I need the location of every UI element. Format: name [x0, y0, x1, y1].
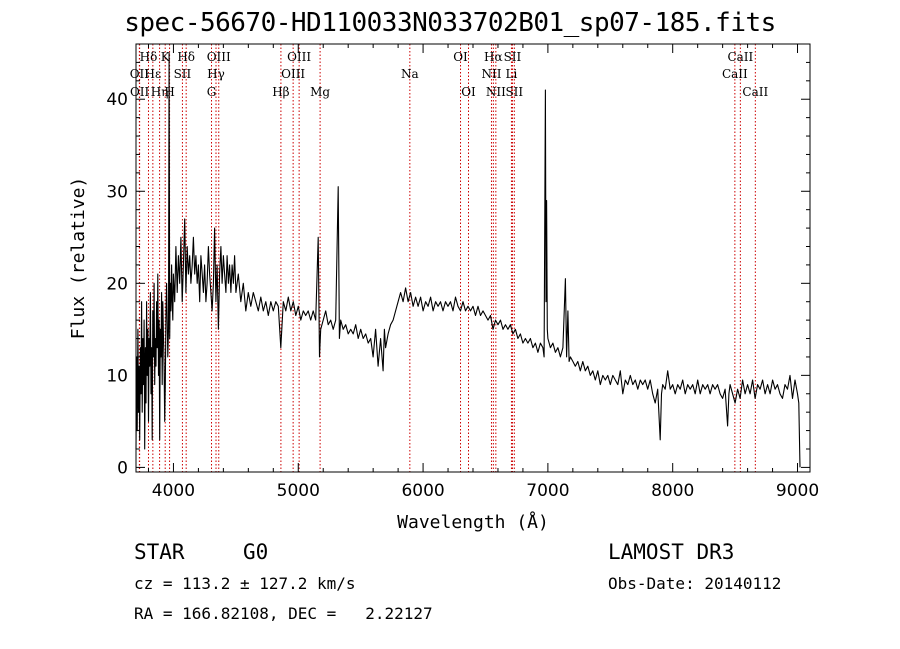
y-tick-label: 0	[117, 458, 128, 478]
x-tick-label: 4000	[152, 481, 195, 501]
line-label: NII	[481, 67, 501, 81]
emission-line-labels: HδOIIOIIHεHηKHSIIHδGHγOIIIHβOIIIOIIIMgNa…	[130, 50, 769, 99]
y-tick-label: 20	[106, 274, 128, 294]
line-label: SII	[505, 85, 523, 99]
line-label: K	[161, 50, 171, 64]
line-label: Hε	[145, 67, 162, 81]
x-tick-label: 5000	[277, 481, 320, 501]
x-tick-label: 9000	[776, 481, 819, 501]
x-tick-label: 6000	[401, 481, 444, 501]
survey-name: LAMOST DR3	[608, 540, 735, 564]
line-label: Na	[401, 67, 419, 81]
x-tick-label: 7000	[526, 481, 569, 501]
line-label: Hγ	[207, 67, 225, 81]
axes: 4000 5000 6000 7000 8000 9000 0 10 20 30 40	[106, 44, 819, 501]
line-label: OIII	[287, 50, 311, 64]
line-label: SII	[174, 67, 192, 81]
plot-frame	[135, 43, 811, 473]
object-subclass: G0	[243, 540, 269, 564]
line-label: Li	[506, 67, 518, 81]
line-label: NII	[486, 85, 506, 99]
x-tick-label: 8000	[651, 481, 694, 501]
line-label: CaII	[722, 67, 748, 81]
line-label: OIII	[207, 50, 231, 64]
coordinates: RA = 166.82108, DEC = 2.22127	[134, 604, 433, 623]
chart-title: spec-56670-HD110033N033702B01_sp07-185.f…	[124, 8, 776, 38]
object-class: STAR	[134, 540, 185, 564]
x-axis-label: Wavelength (Å)	[397, 511, 549, 533]
line-label: Hδ	[177, 50, 195, 64]
line-label: OIII	[281, 67, 305, 81]
emission-line-markers	[138, 44, 756, 472]
y-axis-label: Flux (relative)	[68, 177, 89, 340]
line-label: OI	[461, 85, 476, 99]
line-label: Hβ	[272, 85, 289, 99]
obs-date: Obs-Date: 20140112	[608, 574, 782, 593]
line-label: Mg	[310, 85, 330, 99]
line-label: Hη	[151, 85, 169, 99]
y-tick-label: 30	[106, 182, 128, 202]
y-tick-label: 40	[106, 90, 128, 110]
line-label: Hα	[484, 50, 503, 64]
line-label: CaII	[742, 85, 768, 99]
line-label: SII	[504, 50, 522, 64]
y-tick-label: 10	[106, 366, 128, 386]
redshift-info: cz = 113.2 ± 127.2 km/s	[134, 574, 356, 593]
line-label: CaII	[727, 50, 753, 64]
line-label: OII	[130, 85, 150, 99]
spectrum-line	[135, 52, 801, 468]
line-label: G	[207, 85, 217, 99]
line-label: Hδ	[140, 50, 158, 64]
spectrum-series	[135, 52, 801, 468]
line-label: OII	[130, 67, 150, 81]
line-label: OI	[453, 50, 468, 64]
